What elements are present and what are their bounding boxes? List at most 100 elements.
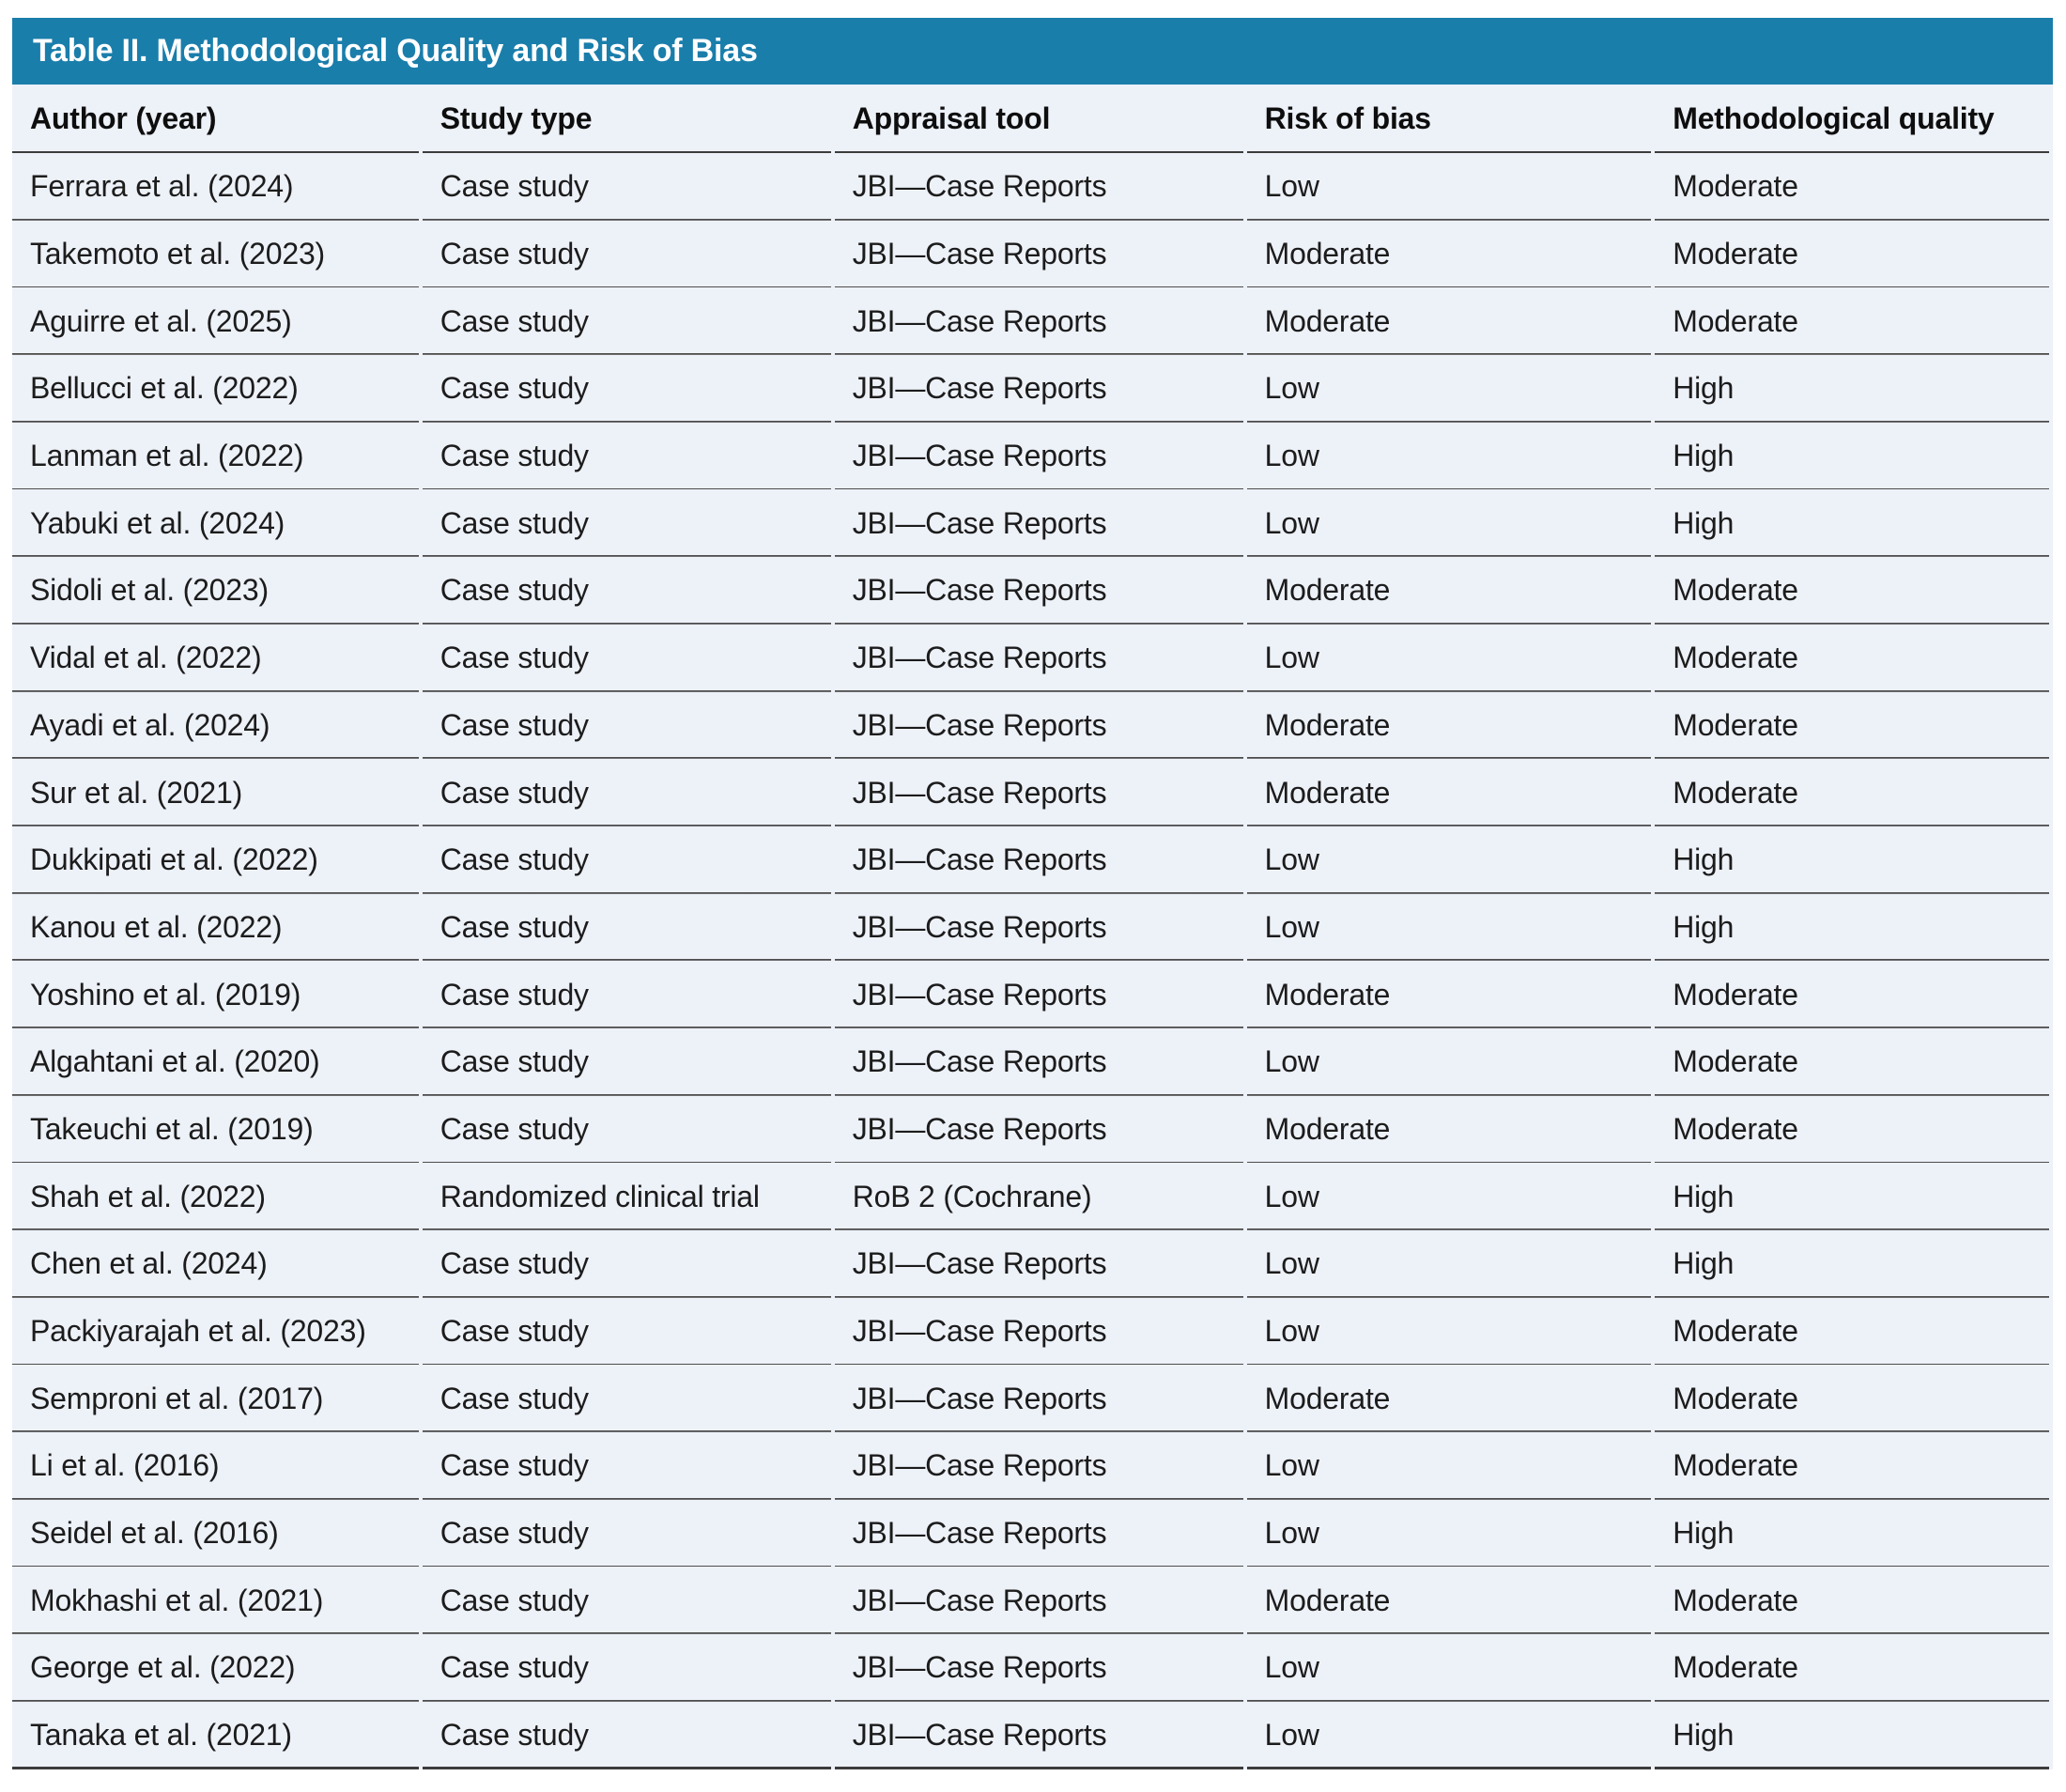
table-title: Table II. Methodological Quality and Ris… (33, 33, 758, 69)
risk-of-bias-cell: Moderate (1246, 759, 1656, 826)
appraisal-tool-cell: JBI—Case Reports (834, 1499, 1247, 1568)
quality-table: Author (year) Study type Appraisal tool … (12, 85, 2053, 1769)
methodological-quality-cell: Moderate (1655, 1095, 2053, 1164)
methodological-quality-cell: Moderate (1655, 153, 2053, 221)
author-year-cell: Packiyarajah et al. (2023) (12, 1297, 423, 1366)
risk-of-bias-cell: Low (1246, 489, 1656, 558)
appraisal-tool-cell: JBI—Case Reports (834, 826, 1247, 894)
study-type-cell: Case study (422, 557, 835, 625)
table-row: Aguirre et al. (2025) Case study JBI—Cas… (12, 287, 2053, 356)
appraisal-tool-cell: JBI—Case Reports (834, 1567, 1247, 1635)
table-body: Ferrara et al. (2024) Case study JBI—Cas… (12, 153, 2053, 1769)
table-row: Sidoli et al. (2023) Case study JBI—Case… (12, 557, 2053, 625)
appraisal-tool-cell: JBI—Case Reports (834, 287, 1247, 356)
methodological-quality-cell: Moderate (1655, 624, 2053, 692)
author-year-cell: Sur et al. (2021) (12, 759, 423, 826)
risk-of-bias-cell: Low (1246, 355, 1656, 423)
risk-of-bias-cell: Low (1246, 153, 1656, 221)
appraisal-tool-cell: JBI—Case Reports (834, 1432, 1247, 1500)
table-row: Bellucci et al. (2022) Case study JBI—Ca… (12, 355, 2053, 423)
author-year-cell: George et al. (2022) (12, 1634, 423, 1702)
risk-of-bias-cell: Low (1246, 1027, 1656, 1096)
risk-of-bias-cell: Low (1246, 893, 1656, 962)
study-type-cell: Randomized clinical trial (422, 1163, 835, 1230)
author-year-cell: Shah et al. (2022) (12, 1163, 423, 1230)
appraisal-tool-cell: JBI—Case Reports (834, 961, 1247, 1028)
appraisal-tool-cell: JBI—Case Reports (834, 1095, 1247, 1164)
appraisal-tool-cell: JBI—Case Reports (834, 220, 1247, 288)
study-type-cell: Case study (422, 220, 835, 288)
appraisal-tool-cell: JBI—Case Reports (834, 624, 1247, 692)
author-year-cell: Ayadi et al. (2024) (12, 691, 423, 760)
table-row: Dukkipati et al. (2022) Case study JBI—C… (12, 826, 2053, 894)
risk-of-bias-cell: Low (1246, 1499, 1656, 1568)
author-year-cell: Li et al. (2016) (12, 1432, 423, 1500)
methodological-quality-cell: Moderate (1655, 1634, 2053, 1702)
table-row: Shah et al. (2022) Randomized clinical t… (12, 1163, 2053, 1230)
risk-of-bias-cell: Moderate (1246, 287, 1656, 356)
risk-of-bias-cell: Moderate (1246, 961, 1656, 1028)
author-year-cell: Algahtani et al. (2020) (12, 1027, 423, 1096)
study-type-cell: Case study (422, 153, 835, 221)
risk-of-bias-cell: Moderate (1246, 220, 1656, 288)
table-row: Mokhashi et al. (2021) Case study JBI—Ca… (12, 1567, 2053, 1635)
study-type-cell: Case study (422, 1499, 835, 1568)
table-row: George et al. (2022) Case study JBI—Case… (12, 1634, 2053, 1702)
methodological-quality-cell: High (1655, 1230, 2053, 1298)
methodological-quality-cell: High (1655, 1701, 2053, 1769)
study-type-cell: Case study (422, 1432, 835, 1500)
study-type-cell: Case study (422, 489, 835, 558)
table-row: Yabuki et al. (2024) Case study JBI—Case… (12, 489, 2053, 558)
methodological-quality-cell: Moderate (1655, 1567, 2053, 1635)
methodological-quality-cell: High (1655, 489, 2053, 558)
table-row: Chen et al. (2024) Case study JBI—Case R… (12, 1230, 2053, 1298)
table-row: Seidel et al. (2016) Case study JBI—Case… (12, 1499, 2053, 1568)
study-type-cell: Case study (422, 1297, 835, 1366)
study-type-cell: Case study (422, 893, 835, 962)
appraisal-tool-cell: JBI—Case Reports (834, 691, 1247, 760)
risk-of-bias-cell: Low (1246, 1634, 1656, 1702)
appraisal-tool-cell: RoB 2 (Cochrane) (834, 1163, 1247, 1230)
study-type-cell: Case study (422, 691, 835, 760)
table-row: Kanou et al. (2022) Case study JBI—Case … (12, 893, 2053, 962)
methodological-quality-cell: Moderate (1655, 1432, 2053, 1500)
appraisal-tool-cell: JBI—Case Reports (834, 489, 1247, 558)
author-year-cell: Yabuki et al. (2024) (12, 489, 423, 558)
study-type-cell: Case study (422, 422, 835, 490)
study-type-cell: Case study (422, 287, 835, 356)
appraisal-tool-cell: JBI—Case Reports (834, 1230, 1247, 1298)
risk-of-bias-cell: Low (1246, 1701, 1656, 1769)
risk-of-bias-cell: Low (1246, 422, 1656, 490)
author-year-cell: Takemoto et al. (2023) (12, 220, 423, 288)
study-type-cell: Case study (422, 1095, 835, 1164)
table-row: Packiyarajah et al. (2023) Case study JB… (12, 1297, 2053, 1366)
study-type-cell: Case study (422, 1027, 835, 1096)
author-year-cell: Dukkipati et al. (2022) (12, 826, 423, 894)
study-type-cell: Case study (422, 961, 835, 1028)
author-year-cell: Chen et al. (2024) (12, 1230, 423, 1298)
appraisal-tool-cell: JBI—Case Reports (834, 1634, 1247, 1702)
author-year-cell: Seidel et al. (2016) (12, 1499, 423, 1568)
risk-of-bias-cell: Low (1246, 1297, 1656, 1366)
appraisal-tool-cell: JBI—Case Reports (834, 1701, 1247, 1769)
header-row: Author (year) Study type Appraisal tool … (12, 85, 2053, 153)
methodological-quality-cell: High (1655, 1499, 2053, 1568)
author-year-cell: Yoshino et al. (2019) (12, 961, 423, 1028)
appraisal-tool-cell: JBI—Case Reports (834, 355, 1247, 423)
appraisal-tool-cell: JBI—Case Reports (834, 557, 1247, 625)
methodological-quality-cell: Moderate (1655, 557, 2053, 625)
table-row: Tanaka et al. (2021) Case study JBI—Case… (12, 1701, 2053, 1769)
methodological-quality-cell: Moderate (1655, 961, 2053, 1028)
study-type-cell: Case study (422, 1567, 835, 1635)
author-year-cell: Ferrara et al. (2024) (12, 153, 423, 221)
author-year-cell: Aguirre et al. (2025) (12, 287, 423, 356)
study-type-cell: Case study (422, 355, 835, 423)
study-type-cell: Case study (422, 624, 835, 692)
risk-of-bias-cell: Moderate (1246, 557, 1656, 625)
risk-of-bias-cell: Low (1246, 1163, 1656, 1230)
study-type-cell: Case study (422, 1634, 835, 1702)
table-row: Takemoto et al. (2023) Case study JBI—Ca… (12, 220, 2053, 288)
methodological-quality-cell: High (1655, 1163, 2053, 1230)
risk-of-bias-cell: Moderate (1246, 1567, 1656, 1635)
author-year-cell: Kanou et al. (2022) (12, 893, 423, 962)
